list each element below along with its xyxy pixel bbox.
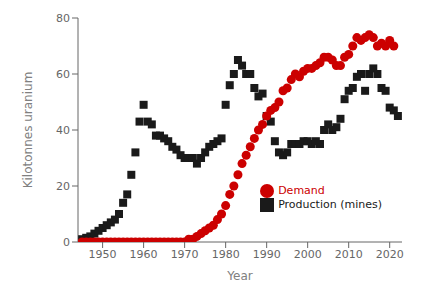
svg-text:Kilotonnes uranium: Kilotonnes uranium [21,72,35,189]
svg-text:1960: 1960 [130,248,158,261]
svg-text:2000: 2000 [294,248,322,261]
svg-text:80: 80 [56,12,70,25]
svg-text:2020: 2020 [376,248,404,261]
svg-text:1980: 1980 [212,248,240,261]
html-text:Production (mines): Production (mines) [278,198,382,211]
svg-text:40: 40 [56,124,70,137]
svg-text:1950: 1950 [89,248,117,261]
svg-text:20: 20 [56,180,70,193]
svg-text:1970: 1970 [171,248,199,261]
svg-text:60: 60 [56,68,70,81]
html-text:Demand: Demand [278,184,325,197]
svg-text:0: 0 [63,236,70,249]
svg-text:Year: Year [226,269,252,283]
svg-text:1990: 1990 [253,248,281,261]
svg-text:2010: 2010 [335,248,363,261]
